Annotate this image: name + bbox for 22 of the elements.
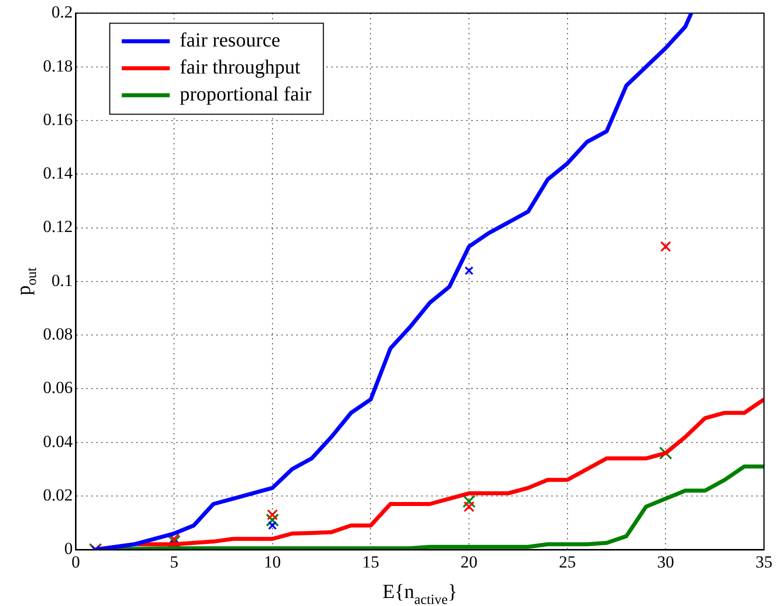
x-tick-label: 5	[170, 552, 178, 572]
y-tick-label: 0.1	[52, 270, 73, 290]
y-tick-label: 0.18	[43, 56, 73, 76]
y-axis-title: pout	[13, 267, 40, 296]
y-tick-label: 0.08	[43, 324, 73, 344]
y-tick-label: 0.12	[43, 217, 73, 236]
x-tick-label: 30	[657, 552, 674, 572]
x-tick-label: 35	[756, 552, 772, 572]
legend-label: fair throughput	[180, 56, 301, 78]
y-tick-label: 0.14	[43, 164, 74, 183]
y-tick-label: 0.2	[52, 2, 73, 22]
y-tick-label: 0	[64, 539, 73, 558]
x-tick-label: 15	[362, 552, 380, 572]
x-tick-label: 25	[558, 552, 576, 572]
x-tick-label: 10	[264, 552, 281, 572]
x-tick-label: 20	[460, 552, 478, 572]
y-tick-label: 0.02	[43, 485, 73, 504]
legend-label: fair resource	[180, 29, 280, 52]
y-tick-label: 0.04	[43, 432, 74, 451]
y-tick-label: 0.06	[43, 378, 73, 398]
y-tick-label: 0.16	[43, 110, 73, 129]
legend-label: proportional fair	[180, 83, 312, 106]
